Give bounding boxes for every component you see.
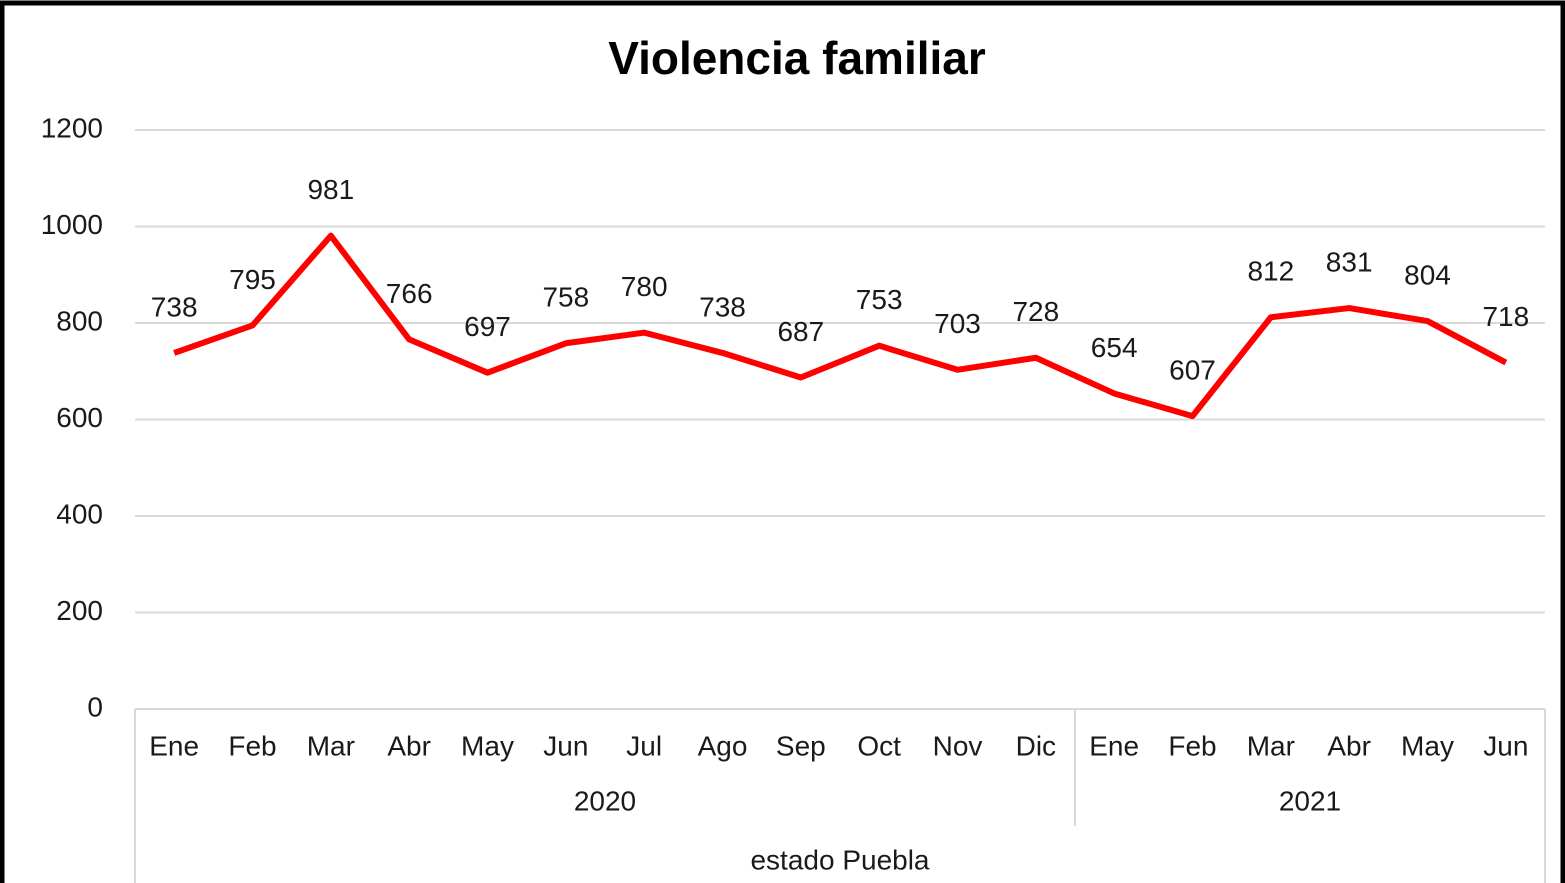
data-label: 728 <box>1012 296 1059 327</box>
x-tick-label: Abr <box>1327 730 1371 761</box>
x-group-label: estado Puebla <box>750 844 929 875</box>
data-label: 697 <box>464 311 511 342</box>
data-label: 981 <box>307 174 354 205</box>
y-tick-label: 600 <box>56 402 103 433</box>
x-tick-label: Abr <box>387 730 431 761</box>
x-tick-label: Dic <box>1016 730 1056 761</box>
y-tick-label: 800 <box>56 305 103 336</box>
group-label: 2020 <box>574 785 636 816</box>
data-label: 758 <box>542 282 589 313</box>
line <box>173 232 1508 420</box>
x-tick-label: Feb <box>228 730 276 761</box>
y-tick-label: 200 <box>56 595 103 626</box>
x-tick-label: May <box>461 730 514 761</box>
x-tick-label: Mar <box>1247 730 1295 761</box>
data-label: 831 <box>1326 246 1373 277</box>
data-label: 738 <box>151 291 198 322</box>
y-tick-label: 0 <box>87 691 103 722</box>
data-label: 780 <box>621 271 668 302</box>
x-tick-label: Jul <box>626 730 662 761</box>
x-tick-label: Mar <box>307 730 355 761</box>
data-label: 654 <box>1091 332 1138 363</box>
chart-title: Violencia familiar <box>608 32 986 84</box>
y-tick-label: 1000 <box>41 209 103 240</box>
x-tick-label: Feb <box>1168 730 1216 761</box>
data-label: 687 <box>777 316 824 347</box>
x-tick-label: Nov <box>933 730 983 761</box>
x-tick-label: Sep <box>776 730 826 761</box>
y-tick-label: 1200 <box>41 112 103 143</box>
group-label: 2021 <box>1279 785 1341 816</box>
x-tick-label: Ago <box>698 730 748 761</box>
x-tick-label: Jun <box>1483 730 1528 761</box>
y-tick-label: 400 <box>56 498 103 529</box>
x-tick-label: Jun <box>543 730 588 761</box>
data-label: 607 <box>1169 355 1216 386</box>
data-label: 753 <box>856 284 903 315</box>
data-label: 812 <box>1247 256 1294 287</box>
data-label: 718 <box>1482 301 1529 332</box>
data-label: 766 <box>386 278 433 309</box>
x-tick-label: Ene <box>1089 730 1139 761</box>
x-tick-label: May <box>1401 730 1454 761</box>
data-label: 738 <box>699 291 746 322</box>
x-tick-label: Ene <box>149 730 199 761</box>
data-label: 703 <box>934 308 981 339</box>
data-label: 795 <box>229 264 276 295</box>
x-tick-label: Oct <box>857 730 901 761</box>
data-label: 804 <box>1404 259 1451 290</box>
